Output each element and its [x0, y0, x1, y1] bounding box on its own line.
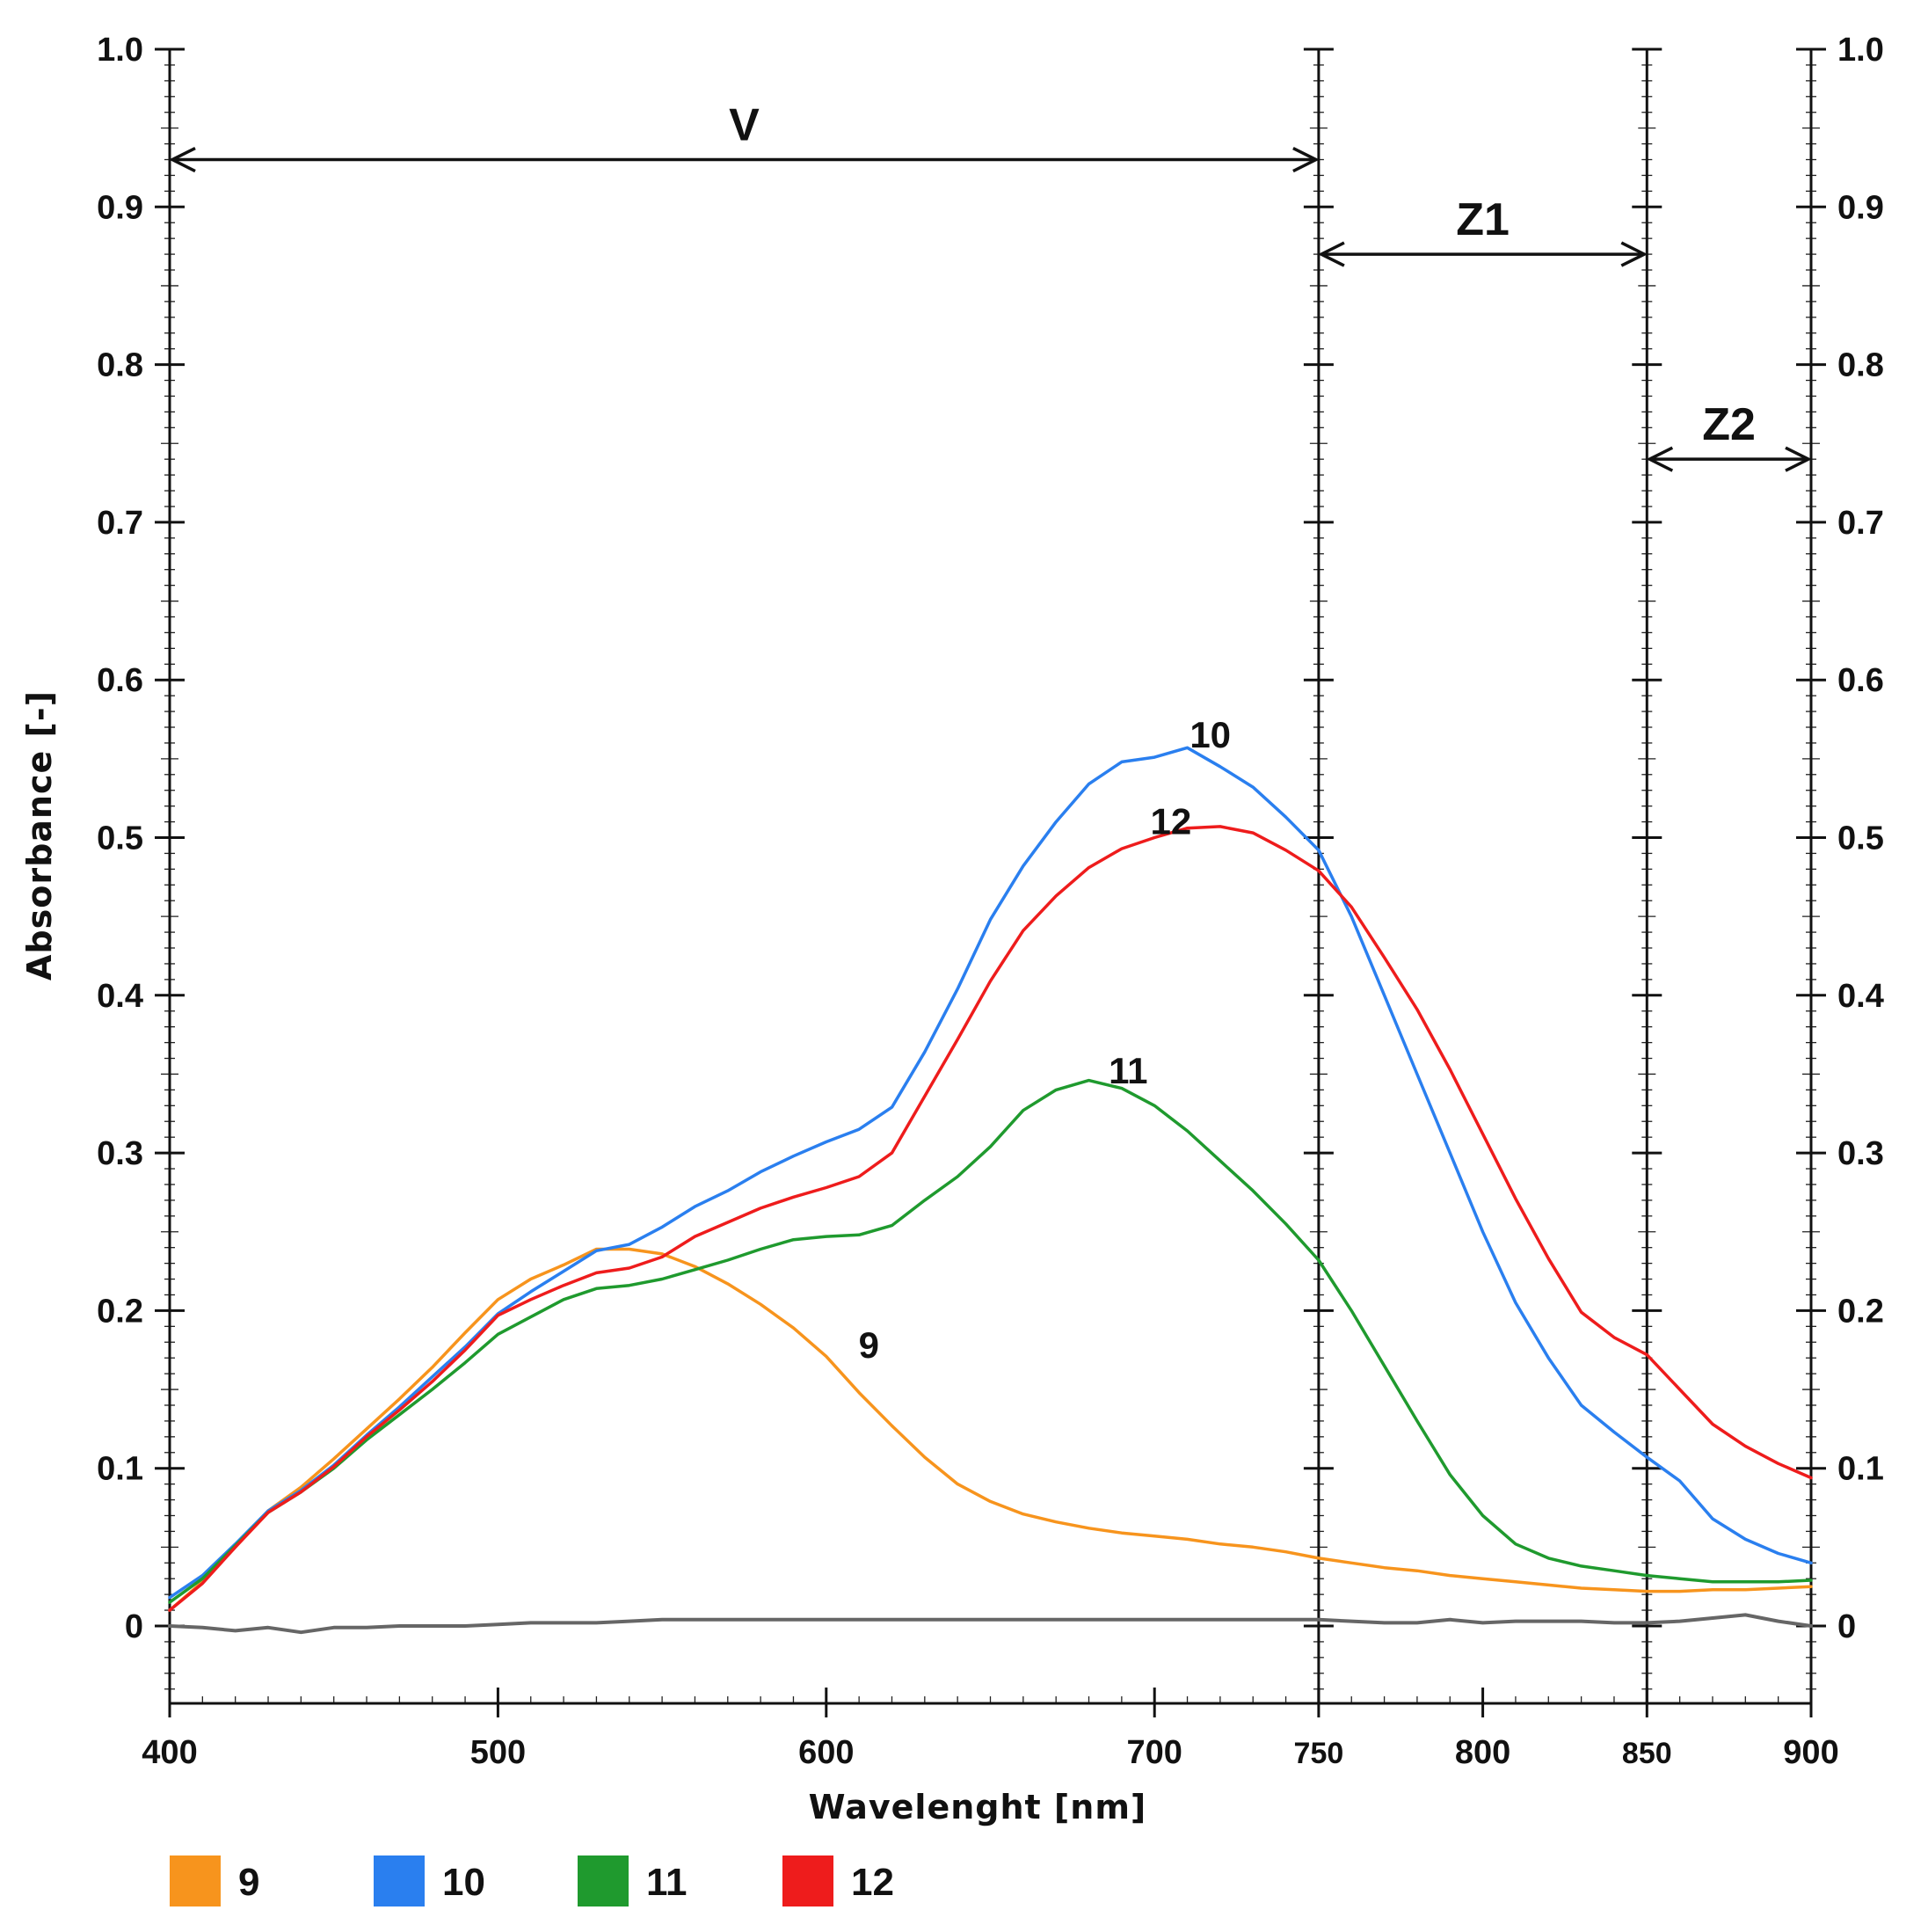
y-tick-label-left: 1.0: [97, 32, 143, 69]
legend-label-10: 10: [442, 1861, 485, 1904]
y-tick-label-right: 0.5: [1837, 820, 1884, 857]
y-tick-label-right: 0.7: [1837, 505, 1884, 542]
x-tick-label: 900: [1783, 1734, 1838, 1771]
y-tick-label-right: 0.4: [1837, 978, 1884, 1015]
region-label-z1: Z1: [1456, 194, 1510, 245]
y-tick-label-left: 0.8: [97, 347, 143, 384]
x-tick-label: 600: [798, 1734, 854, 1771]
y-tick-label-left: 0: [125, 1608, 143, 1645]
curve-label-12: 12: [1151, 801, 1192, 842]
curve-label-9: 9: [859, 1324, 879, 1366]
x-tick-label: 800: [1455, 1734, 1510, 1771]
y-tick-label-left: 0.4: [97, 978, 143, 1015]
legend-label-12: 12: [851, 1861, 894, 1904]
arrow-head: [1317, 241, 1345, 267]
y-axis-title: Absorbance [-]: [20, 690, 59, 981]
arrow-head: [1292, 146, 1320, 173]
x-tick-label: 400: [142, 1734, 197, 1771]
y-tick-label-right: 0.9: [1837, 189, 1884, 226]
series-line-12: [168, 825, 1813, 1612]
curve-labels: 9 10 11 12: [859, 714, 1231, 1366]
x-tick-label: 500: [470, 1734, 526, 1771]
region-label-z2: Z2: [1702, 399, 1756, 450]
series-line-11: [168, 1078, 1813, 1604]
curve-label-10: 10: [1190, 714, 1231, 755]
legend-swatch-11: [578, 1855, 629, 1906]
y-tick-label-right: 0.6: [1837, 662, 1884, 699]
arrow-head: [1785, 446, 1812, 472]
y-tick-label-right: 0.1: [1837, 1451, 1884, 1488]
legend-label-11: 11: [646, 1861, 688, 1904]
legend-swatch-12: [782, 1855, 833, 1906]
y-tick-label-right: 0.2: [1837, 1293, 1884, 1330]
series-lines: [168, 746, 1813, 1635]
x-tick-label: 700: [1126, 1734, 1182, 1771]
curve-label-11: 11: [1109, 1050, 1147, 1091]
legend-label-9: 9: [238, 1861, 259, 1904]
arrow-head: [1646, 446, 1674, 472]
legend-swatch-10: [374, 1855, 425, 1906]
minor-ticks: [161, 64, 1820, 1703]
y-tick-label-left: 0.1: [97, 1451, 143, 1488]
y-tick-label-right: 0.8: [1837, 347, 1884, 384]
series-line-baseline: [168, 1613, 1813, 1635]
y-tick-label-right: 0: [1837, 1608, 1856, 1645]
axes: [155, 47, 1826, 1717]
y-tick-label-left: 0.6: [97, 662, 143, 699]
y-tick-label-left: 0.2: [97, 1293, 143, 1330]
y-tick-label-right: 1.0: [1837, 32, 1884, 69]
y-tick-label-right: 0.3: [1837, 1135, 1884, 1172]
x-axis-title: Wavelenght [nm]: [809, 1788, 1147, 1826]
x-tick-label: 750: [1294, 1737, 1344, 1770]
legend-swatch-9: [170, 1855, 221, 1906]
arrow-head: [1620, 241, 1648, 267]
legend: 9 10 11 12: [170, 1855, 894, 1906]
series-line-9: [168, 1247, 1813, 1612]
y-tick-label-left: 0.5: [97, 820, 143, 857]
region-annotations: V Z1 Z2: [169, 100, 1812, 472]
y-tick-label-left: 0.3: [97, 1135, 143, 1172]
tick-labels: 0 0 0.1 0.1 0.2 0.2 0.3 0.3 0.4 0.4 0.5 0.5 0.6 0.6 0.…: [97, 32, 1884, 1771]
arrow-head: [169, 146, 196, 173]
region-label-v: V: [729, 100, 760, 151]
y-tick-label-left: 0.9: [97, 189, 143, 226]
y-tick-label-left: 0.7: [97, 505, 143, 542]
series-line-10: [168, 746, 1813, 1600]
x-tick-label: 850: [1622, 1737, 1672, 1770]
